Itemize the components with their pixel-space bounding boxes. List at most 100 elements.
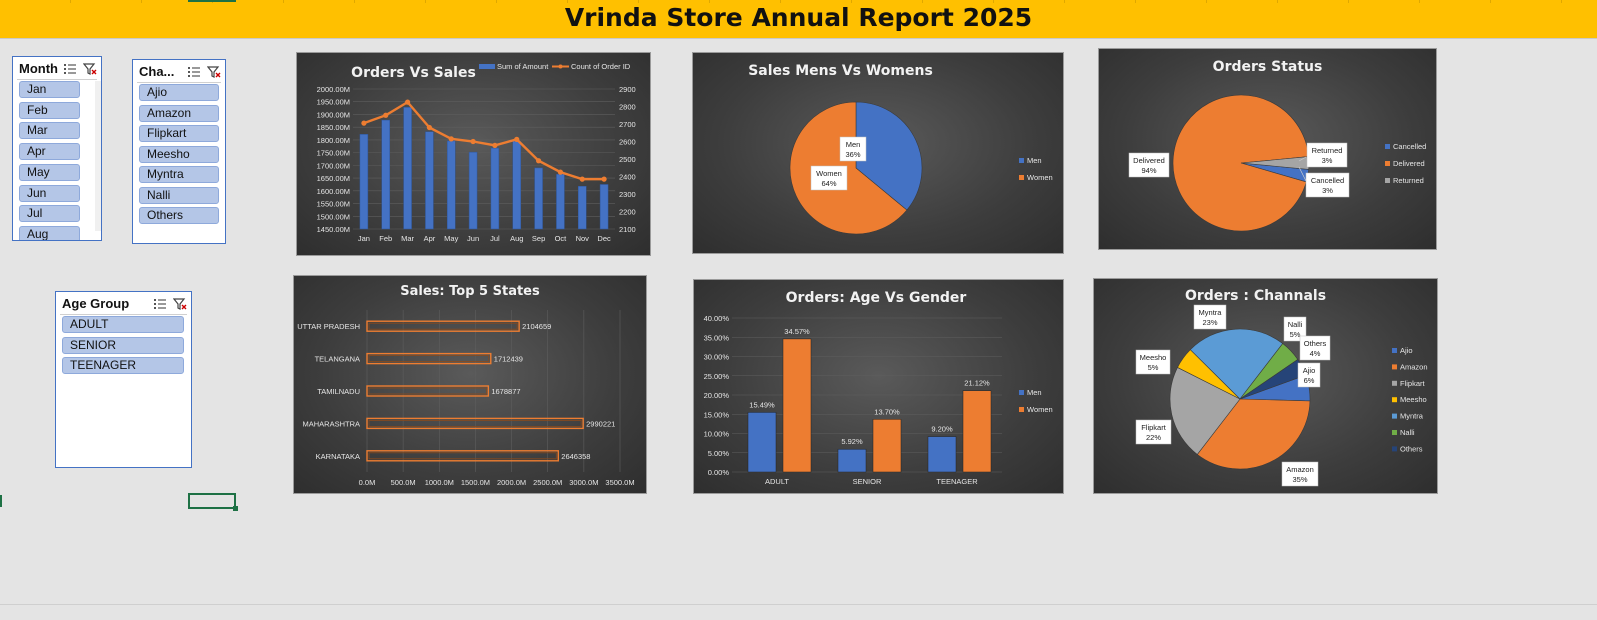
active-column-marker <box>188 0 236 2</box>
data-label: 5.92% <box>841 437 863 446</box>
selected-cell[interactable] <box>188 493 236 509</box>
data-label-myntra: 23% <box>1202 318 1217 327</box>
channel-slicer[interactable]: Cha... Ajio Amazon Flipkart Meesho Myntra Nal… <box>132 59 226 244</box>
bar-tamilnadu <box>367 386 488 396</box>
data-label-flipkart: Flipkart <box>1141 423 1167 432</box>
bar-women-teenager <box>963 391 991 472</box>
legend-label: Myntra <box>1400 412 1424 421</box>
slicer-item-apr[interactable]: Apr <box>19 143 80 160</box>
y-tick-label: 25.00% <box>704 372 730 381</box>
slicer-item-jul[interactable]: Jul <box>19 205 80 222</box>
slicer-item-amazon[interactable]: Amazon <box>139 105 219 122</box>
orders-status-chart[interactable]: Orders Status Delivered 94% Returned 3% Canc… <box>1098 48 1437 250</box>
bar-men-senior <box>838 449 866 472</box>
x-tick-label: Aug <box>510 234 523 243</box>
data-label-flipkart: 22% <box>1146 433 1161 442</box>
slicer-item-mar[interactable]: Mar <box>19 122 80 139</box>
legend-swatch-cancelled <box>1385 144 1390 149</box>
title-banner: Vrinda Store Annual Report 2025 <box>0 0 1597 39</box>
point-count-of-order-id <box>580 177 585 182</box>
point-count-of-order-id <box>361 121 366 126</box>
month-slicer[interactable]: Month Jan Feb Mar Apr May Jun Jul Aug <box>12 56 102 241</box>
data-label-others: 4% <box>1310 349 1321 358</box>
y-tick-label: TAMILNADU <box>317 387 360 396</box>
slicer-item-aug[interactable]: Aug <box>19 226 80 241</box>
x-tick-label: 3500.0M <box>605 478 634 487</box>
slicer-header: Month <box>17 57 97 80</box>
y2-tick-label: 2400 <box>619 173 636 182</box>
legend-label: Men <box>1027 388 1042 397</box>
y-tick-label: 5.00% <box>708 449 730 458</box>
legend-label: Women <box>1027 405 1053 414</box>
slicer-item-jun[interactable]: Jun <box>19 185 80 202</box>
slicer-item-jan[interactable]: Jan <box>19 81 80 98</box>
legend-label: Women <box>1027 173 1053 182</box>
age-vs-gender-plot: 0.00%5.00%10.00%15.00%20.00%25.00%30.00%… <box>694 280 1064 494</box>
multi-select-icon[interactable] <box>63 62 77 74</box>
x-tick-label: SENIOR <box>853 477 882 486</box>
data-label: 13.70% <box>874 407 900 416</box>
legend-label: Nalli <box>1400 428 1415 437</box>
legend-label: Cancelled <box>1393 142 1426 151</box>
legend-swatch-women <box>1019 175 1024 180</box>
slicer-item-myntra[interactable]: Myntra <box>139 166 219 183</box>
orders-vs-sales-chart[interactable]: Orders Vs Sales 1450.00M 1500.00M 1550.00M… <box>296 52 651 256</box>
sales-men-vs-women-plot: Men36%Women64%MenWomen <box>693 53 1064 254</box>
sales-men-vs-women-chart[interactable]: Sales Mens Vs Womens Men 36% Women 64% Men Wo… <box>692 52 1064 254</box>
age-group-slicer[interactable]: Age Group ADULT SENIOR TEENAGER <box>55 291 192 468</box>
legend-label: Men <box>1027 156 1042 165</box>
legend-label: Returned <box>1393 176 1424 185</box>
slicer-item-teenager[interactable]: TEENAGER <box>62 357 184 374</box>
slicer-item-may[interactable]: May <box>19 164 80 181</box>
legend-swatch-flipkart <box>1392 381 1397 386</box>
data-label: 2646358 <box>561 452 590 461</box>
data-label-amazon: Amazon <box>1286 465 1314 474</box>
clear-filter-icon[interactable] <box>83 62 97 74</box>
legend-swatch-returned <box>1385 178 1390 183</box>
slicer-item-ajio[interactable]: Ajio <box>139 84 219 101</box>
legend-swatch-delivered <box>1385 161 1390 166</box>
slicer-item-others[interactable]: Others <box>139 207 219 224</box>
bar-sum-of-amount <box>382 120 390 229</box>
multi-select-icon[interactable] <box>153 297 167 309</box>
data-label-others: Others <box>1304 339 1327 348</box>
x-tick-label: 500.0M <box>391 478 416 487</box>
top5-states-chart[interactable]: Sales: Top 5 States 0.0M 500.0M 1000.0M 150… <box>293 275 647 494</box>
data-label-women: 64% <box>821 179 836 188</box>
y2-tick-label: 2100 <box>619 225 636 234</box>
x-tick-label: Jun <box>467 234 479 243</box>
slicer-item-senior[interactable]: SENIOR <box>62 337 184 354</box>
row-marker <box>0 495 2 507</box>
y-tick-label: 1650.00M <box>317 174 350 183</box>
slicer-item-feb[interactable]: Feb <box>19 102 80 119</box>
bar-sum-of-amount <box>404 107 412 229</box>
x-tick-label: 2000.0M <box>497 478 526 487</box>
age-vs-gender-chart[interactable]: Orders: Age Vs Gender 0.00% 5.00% 10.00% 15… <box>693 279 1064 494</box>
bar-inner-outline <box>369 453 556 459</box>
y-tick-label: KARNATAKA <box>316 452 360 461</box>
multi-select-icon[interactable] <box>187 65 201 77</box>
slicer-item-meesho[interactable]: Meesho <box>139 146 219 163</box>
legend-swatch-women <box>1019 407 1024 412</box>
x-tick-label: Dec <box>597 234 611 243</box>
x-tick-label: 2500.0M <box>533 478 562 487</box>
data-label: 34.57% <box>784 327 810 336</box>
data-label: 2990221 <box>586 419 615 428</box>
x-tick-label: Nov <box>576 234 590 243</box>
bar-sum-of-amount <box>578 186 586 229</box>
x-tick-label: Apr <box>424 234 436 243</box>
y2-tick-label: 2800 <box>619 103 636 112</box>
clear-filter-icon[interactable] <box>207 65 221 77</box>
slicer-item-nalli[interactable]: Nalli <box>139 187 219 204</box>
slicer-scrollbar[interactable] <box>95 81 102 231</box>
legend-label: Amazon <box>1400 362 1428 371</box>
bar-inner-outline <box>369 388 486 394</box>
x-tick-label: 1000.0M <box>425 478 454 487</box>
slicer-item-flipkart[interactable]: Flipkart <box>139 125 219 142</box>
clear-filter-icon[interactable] <box>173 297 187 309</box>
slicer-header: Cha... <box>137 60 221 83</box>
y-tick-label: 1950.00M <box>317 98 350 107</box>
y-tick-label: 35.00% <box>704 333 730 342</box>
orders-channels-chart[interactable]: Orders : Channals Myntra 23% Nalli 5% Others… <box>1093 278 1438 494</box>
slicer-item-adult[interactable]: ADULT <box>62 316 184 333</box>
